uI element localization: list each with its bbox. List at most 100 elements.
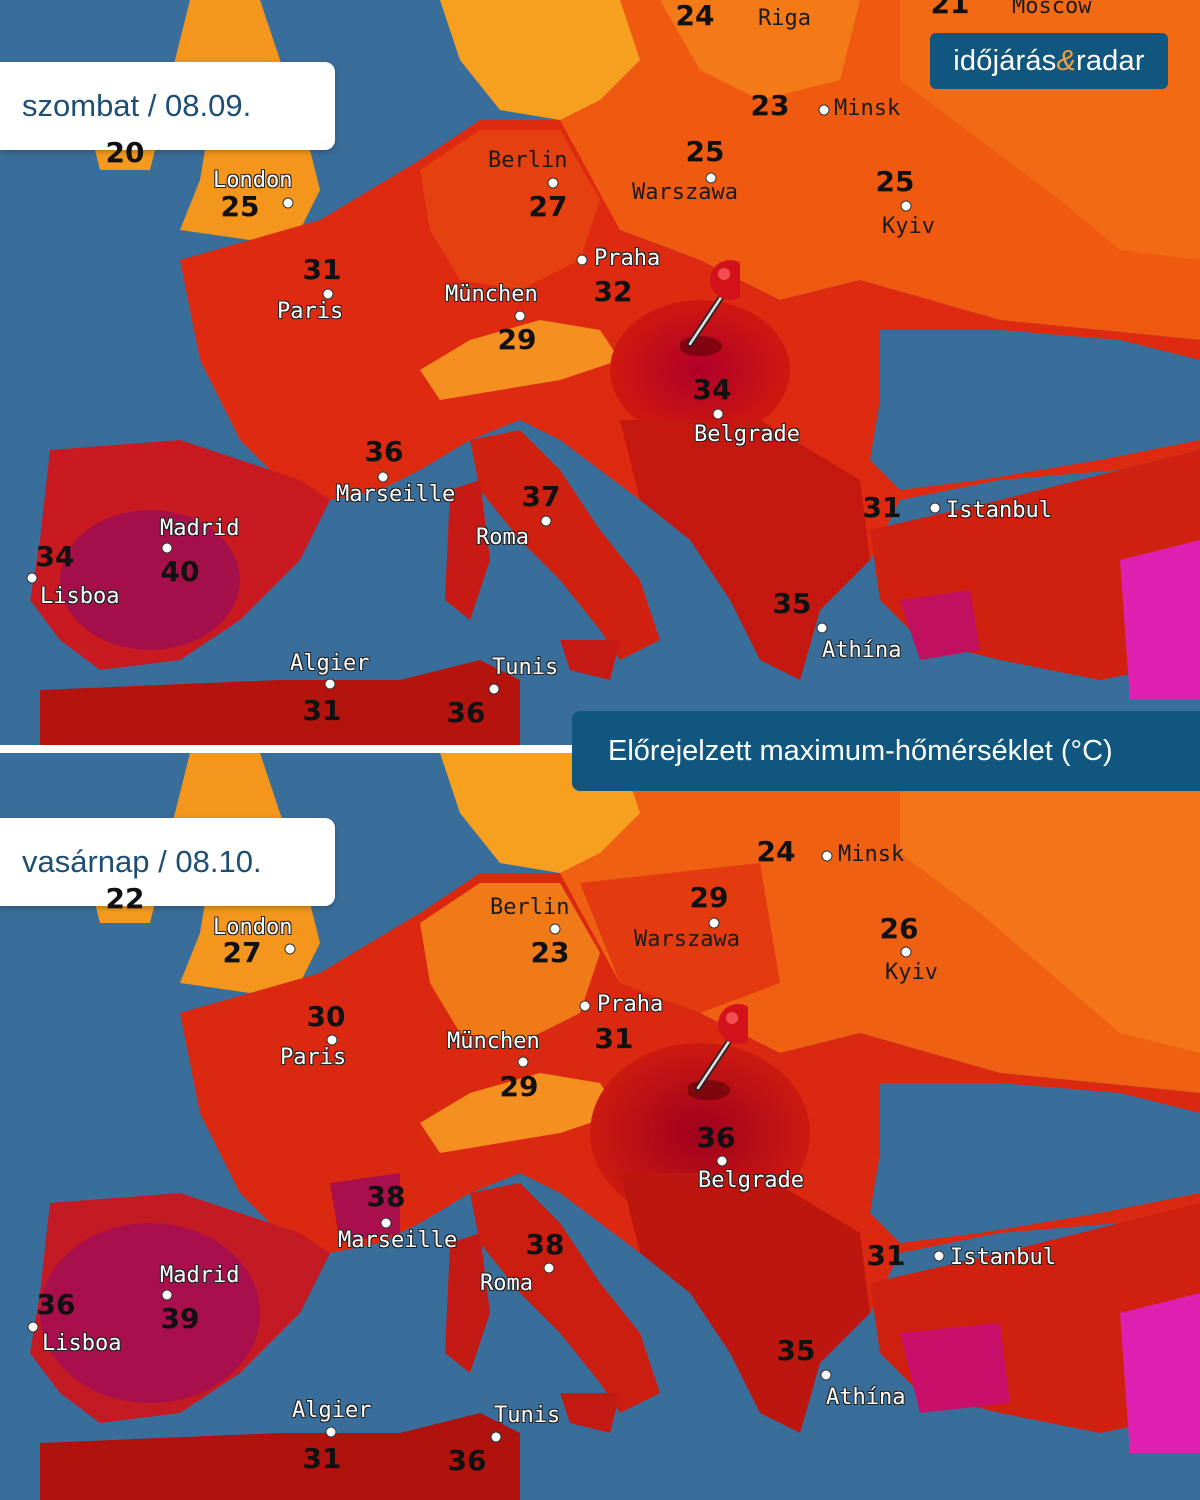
city-label-moscow: Moscow: [1012, 0, 1092, 19]
city-label-istanbul: Istanbul: [946, 498, 1052, 523]
city-dot-warszawa-sun: [708, 917, 720, 929]
city-dot-tunis: [488, 683, 500, 695]
city-label-marseille-sun: Marseille: [338, 1228, 458, 1253]
temp-istanbul: 31: [862, 491, 902, 524]
city-dot-roma: [540, 515, 552, 527]
city-label-paris-sun: Paris: [280, 1045, 347, 1070]
city-label-roma: Roma: [476, 525, 529, 550]
city-dot-marseille-sun: [380, 1217, 392, 1229]
temp-madrid: 40: [160, 555, 200, 588]
location-pin-icon: [688, 1004, 748, 1100]
legend-title: Előrejelzett maximum-hőmérséklet (°C): [572, 711, 1200, 791]
city-dot-belgrade: [712, 408, 724, 420]
city-dot-lisboa: [26, 572, 38, 584]
city-label-praha-sun: Praha: [597, 992, 664, 1017]
map-panel-saturday: szombat / 08.09. időjárás & radar 24 Riga …: [0, 0, 1200, 745]
city-dot-kyiv-sun: [900, 946, 912, 958]
temp-lisboa: 34: [35, 540, 75, 573]
temp-istanbul-sun: 31: [866, 1239, 906, 1272]
date-label-sunday: vasárnap / 08.10.: [0, 818, 335, 906]
city-dot-athina: [816, 622, 828, 634]
city-dot-algier-sun: [325, 1426, 337, 1438]
city-label-munchen-sun: München: [447, 1029, 540, 1054]
city-dot-minsk: [818, 104, 830, 116]
city-label-minsk: Minsk: [834, 96, 901, 121]
city-label-belgrade: Belgrade: [694, 422, 800, 447]
temp-athina: 35: [772, 587, 812, 620]
city-dot-praha: [576, 254, 588, 266]
temp-athina-sun: 35: [776, 1334, 816, 1367]
temp-berlin: 27: [528, 190, 568, 223]
city-label-istanbul-sun: Istanbul: [950, 1245, 1056, 1270]
city-label-minsk-sun: Minsk: [838, 842, 905, 867]
temp-algier: 31: [302, 694, 342, 727]
temp-minsk-sun: 24: [756, 835, 796, 868]
city-dot-madrid: [161, 542, 173, 554]
city-label-athina-sun: Athína: [826, 1385, 906, 1410]
city-label-madrid: Madrid: [160, 516, 240, 541]
temp-praha: 32: [593, 275, 633, 308]
temp-belgrade-sun: 36: [696, 1121, 736, 1154]
temp-paris: 31: [302, 253, 342, 286]
city-dot-istanbul: [929, 502, 941, 514]
city-label-roma-sun: Roma: [480, 1271, 533, 1296]
city-label-lisboa: Lisboa: [40, 584, 120, 609]
temp-uk-north: 20: [105, 136, 145, 169]
city-dot-belgrade-sun: [716, 1155, 728, 1167]
temp-praha-sun: 31: [594, 1022, 634, 1055]
city-dot-algier: [324, 678, 336, 690]
city-dot-paris-sun: [326, 1034, 338, 1046]
temp-berlin-sun: 23: [530, 936, 570, 969]
city-dot-lisboa-sun: [27, 1321, 39, 1333]
brand-ampersand: &: [1056, 44, 1076, 77]
city-label-warszawa-sun: Warszawa: [634, 927, 740, 952]
temp-tunis: 36: [446, 696, 486, 729]
city-dot-berlin: [547, 177, 559, 189]
city-label-algier-sun: Algier: [292, 1398, 372, 1423]
temp-london-sun: 27: [222, 936, 262, 969]
city-label-berlin: Berlin: [488, 148, 568, 173]
map-panel-sunday: vasárnap / 08.10. 22 24 Minsk London 27 …: [0, 753, 1200, 1500]
brand-text-main: időjárás: [953, 44, 1057, 77]
temp-belgrade: 34: [692, 373, 732, 406]
city-dot-minsk-sun: [821, 850, 833, 862]
city-dot-london: [282, 197, 294, 209]
temp-warszawa-sun: 29: [689, 881, 729, 914]
city-label-lisboa-sun: Lisboa: [42, 1331, 122, 1356]
city-dot-munchen-sun: [517, 1056, 529, 1068]
temp-algier-sun: 31: [302, 1442, 342, 1475]
city-label-london-sun: London: [213, 915, 293, 940]
city-label-kyiv: Kyiv: [882, 214, 935, 239]
temp-tunis-sun: 36: [447, 1444, 487, 1477]
temp-riga: 24: [675, 0, 715, 32]
location-pin-icon: [680, 260, 740, 356]
city-label-london: London: [213, 168, 293, 193]
brand-text-end: radar: [1076, 44, 1145, 77]
temp-kyiv-sun: 26: [879, 912, 919, 945]
temp-roma: 37: [521, 480, 561, 513]
temp-roma-sun: 38: [525, 1228, 565, 1261]
city-label-praha: Praha: [594, 246, 661, 271]
temp-london: 25: [220, 190, 260, 223]
date-label-saturday: szombat / 08.09.: [0, 62, 335, 150]
city-label-algier: Algier: [290, 651, 370, 676]
temp-moscow: 21: [930, 0, 970, 20]
city-dot-roma-sun: [543, 1262, 555, 1274]
temp-marseille-sun: 38: [366, 1180, 406, 1213]
city-label-tunis: Tunis: [492, 655, 559, 680]
temp-lisboa-sun: 36: [36, 1288, 76, 1321]
city-label-kyiv-sun: Kyiv: [885, 960, 938, 985]
city-label-munchen: München: [445, 282, 538, 307]
city-dot-istanbul-sun: [933, 1250, 945, 1262]
city-dot-paris: [322, 288, 334, 300]
city-dot-madrid-sun: [161, 1289, 173, 1301]
city-dot-warszawa: [705, 172, 717, 184]
city-label-tunis-sun: Tunis: [494, 1403, 561, 1428]
city-dot-praha-sun: [579, 1000, 591, 1012]
city-label-marseille: Marseille: [336, 482, 456, 507]
city-label-berlin-sun: Berlin: [490, 895, 570, 920]
temp-paris-sun: 30: [306, 1000, 346, 1033]
temp-madrid-sun: 39: [160, 1302, 200, 1335]
temp-warszawa: 25: [685, 135, 725, 168]
city-label-madrid-sun: Madrid: [160, 1263, 240, 1288]
